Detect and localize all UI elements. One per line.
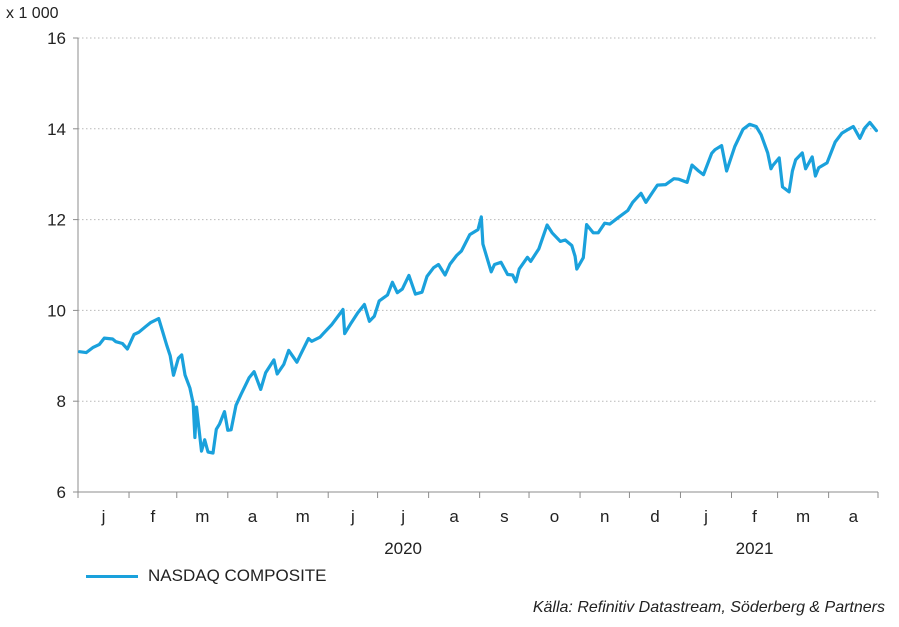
x-tick-label: a <box>849 507 859 526</box>
x-tick-label: j <box>703 507 708 526</box>
source-note: Källa: Refinitiv Datastream, Söderberg &… <box>532 599 885 616</box>
series-line-nasdaq-composite <box>78 120 878 455</box>
y-axis: 6 8 10 12 14 16 <box>47 29 78 502</box>
x-tick-label: f <box>151 507 156 526</box>
legend: NASDAQ COMPOSITE <box>86 566 327 586</box>
x-tick-label: j <box>400 507 405 526</box>
x-tick-label: o <box>550 507 559 526</box>
x-tick-label: j <box>350 507 355 526</box>
series-group <box>78 120 878 455</box>
y-tick-label: 10 <box>47 301 66 320</box>
y-tick-label: 16 <box>47 29 66 48</box>
y-unit-label: x 1 000 <box>6 5 59 22</box>
year-label: 2021 <box>736 539 774 558</box>
legend-swatch <box>86 574 138 578</box>
y-tick-label: 14 <box>47 120 66 139</box>
y-tick-label: 6 <box>57 483 66 502</box>
x-tick-label: n <box>600 507 609 526</box>
x-tick-label: j <box>101 507 106 526</box>
year-labels: 2020 2021 <box>384 539 773 558</box>
year-label: 2020 <box>384 539 422 558</box>
x-tick-label: f <box>752 507 757 526</box>
y-tick-label: 12 <box>47 211 66 230</box>
x-tick-label: m <box>296 507 310 526</box>
x-tick-label: s <box>500 507 509 526</box>
x-tick-label: m <box>796 507 810 526</box>
y-tick-label: 8 <box>57 392 66 411</box>
x-tick-label: d <box>650 507 659 526</box>
x-tick-label: a <box>248 507 258 526</box>
legend-label: NASDAQ COMPOSITE <box>148 566 327 585</box>
nasdaq-line-chart: x 1 000 6 8 10 12 14 16 j f m a m j j a s o n d j f m a 2020… <box>6 5 879 558</box>
gridlines <box>78 37 878 402</box>
x-tick-label: a <box>449 507 459 526</box>
x-tick-label: m <box>195 507 209 526</box>
